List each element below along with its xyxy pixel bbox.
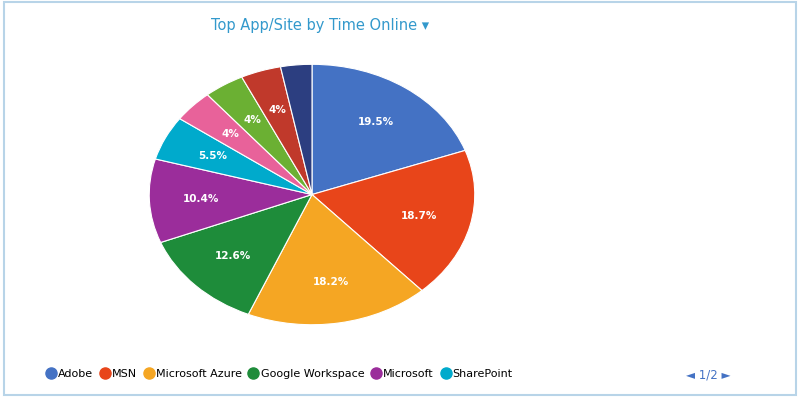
Wedge shape [161,195,312,314]
Wedge shape [312,64,465,195]
Text: 18.2%: 18.2% [313,277,349,287]
Wedge shape [150,159,312,243]
Wedge shape [180,95,312,195]
Text: Top App/Site by Time Online ▾: Top App/Site by Time Online ▾ [211,18,429,33]
Text: 10.4%: 10.4% [183,194,220,204]
Text: 5.5%: 5.5% [198,151,226,161]
Wedge shape [155,119,312,195]
Text: 4%: 4% [243,115,261,125]
Text: 18.7%: 18.7% [402,211,438,221]
Wedge shape [281,64,312,195]
Text: 12.6%: 12.6% [214,251,251,261]
Text: 19.5%: 19.5% [358,117,394,127]
Text: 4%: 4% [268,106,286,116]
Legend: Adobe, MSN, Microsoft Azure, Google Workspace, Microsoft, SharePoint: Adobe, MSN, Microsoft Azure, Google Work… [46,367,515,382]
Text: 4%: 4% [222,129,240,139]
Wedge shape [248,195,422,325]
Wedge shape [312,150,474,291]
Wedge shape [207,77,312,195]
Text: ◄ 1/2 ►: ◄ 1/2 ► [686,369,730,382]
Wedge shape [242,67,312,195]
